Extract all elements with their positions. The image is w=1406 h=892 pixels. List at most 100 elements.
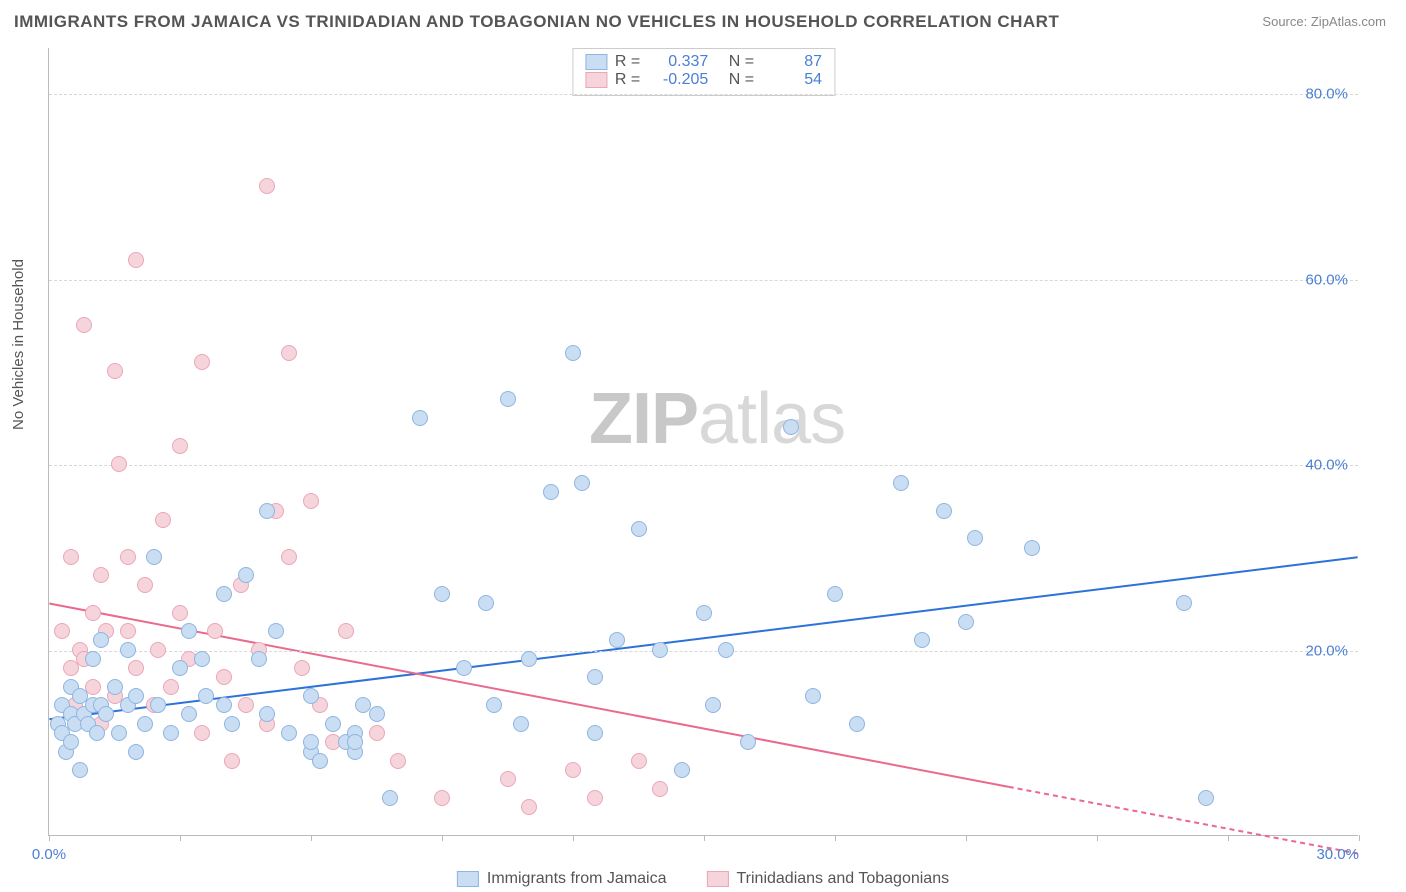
- scatter-point: [163, 679, 179, 695]
- scatter-point: [259, 178, 275, 194]
- scatter-point: [303, 688, 319, 704]
- scatter-point: [207, 623, 223, 639]
- legend-label-series1: Immigrants from Jamaica: [487, 870, 667, 888]
- scatter-point: [194, 725, 210, 741]
- scatter-point: [181, 706, 197, 722]
- scatter-point: [85, 605, 101, 621]
- scatter-point: [98, 706, 114, 722]
- scatter-point: [958, 614, 974, 630]
- scatter-point: [72, 762, 88, 778]
- scatter-point: [456, 660, 472, 676]
- n-label: N =: [729, 53, 754, 71]
- source-value: ZipAtlas.com: [1311, 14, 1386, 29]
- x-tick: [311, 835, 312, 841]
- scatter-point: [390, 753, 406, 769]
- scatter-point: [674, 762, 690, 778]
- x-tick-label: 0.0%: [32, 846, 66, 863]
- scatter-point: [137, 716, 153, 732]
- scatter-point: [827, 586, 843, 602]
- legend-item-series1: Immigrants from Jamaica: [457, 870, 667, 888]
- scatter-point: [500, 391, 516, 407]
- scatter-point: [238, 567, 254, 583]
- scatter-point: [914, 632, 930, 648]
- scatter-point: [198, 688, 214, 704]
- stats-row-series2: R = -0.205 N = 54: [585, 71, 822, 89]
- legend-label-series2: Trinidadians and Tobagonians: [736, 870, 949, 888]
- n-label: N =: [729, 71, 754, 89]
- scatter-point: [216, 697, 232, 713]
- scatter-point: [1176, 595, 1192, 611]
- y-tick-label: 80.0%: [1305, 86, 1348, 103]
- scatter-point: [434, 790, 450, 806]
- scatter-point: [369, 725, 385, 741]
- legend-swatch-series1: [457, 871, 479, 887]
- swatch-series1: [585, 54, 607, 70]
- x-tick: [1228, 835, 1229, 841]
- scatter-point: [63, 734, 79, 750]
- scatter-point: [120, 549, 136, 565]
- scatter-point: [281, 549, 297, 565]
- source-label: Source:: [1262, 14, 1307, 29]
- scatter-point: [63, 549, 79, 565]
- scatter-point: [107, 679, 123, 695]
- scatter-point: [120, 623, 136, 639]
- scatter-point: [1198, 790, 1214, 806]
- scatter-point: [93, 567, 109, 583]
- source-attribution: Source: ZipAtlas.com: [1262, 14, 1386, 29]
- scatter-point: [893, 475, 909, 491]
- scatter-point: [268, 623, 284, 639]
- scatter-point: [565, 762, 581, 778]
- scatter-point: [587, 669, 603, 685]
- scatter-point: [163, 725, 179, 741]
- scatter-point: [216, 669, 232, 685]
- scatter-point: [146, 549, 162, 565]
- scatter-point: [382, 790, 398, 806]
- scatter-point: [1024, 540, 1040, 556]
- scatter-plot: ZIPatlas R = 0.337 N = 87 R = -0.205 N =…: [48, 48, 1358, 836]
- scatter-point: [107, 363, 123, 379]
- r-value-series1: 0.337: [648, 53, 708, 71]
- watermark: ZIPatlas: [589, 378, 845, 460]
- scatter-point: [120, 642, 136, 658]
- scatter-point: [128, 252, 144, 268]
- x-tick: [180, 835, 181, 841]
- scatter-point: [369, 706, 385, 722]
- x-tick: [1359, 835, 1360, 841]
- scatter-point: [325, 716, 341, 732]
- scatter-point: [652, 642, 668, 658]
- scatter-point: [303, 734, 319, 750]
- scatter-point: [347, 734, 363, 750]
- scatter-point: [259, 706, 275, 722]
- scatter-point: [150, 642, 166, 658]
- legend: Immigrants from Jamaica Trinidadians and…: [457, 870, 949, 888]
- correlation-stats-box: R = 0.337 N = 87 R = -0.205 N = 54: [572, 48, 835, 96]
- gridline: [49, 280, 1358, 281]
- scatter-point: [967, 530, 983, 546]
- scatter-point: [631, 753, 647, 769]
- scatter-point: [805, 688, 821, 704]
- scatter-point: [238, 697, 254, 713]
- scatter-point: [54, 623, 70, 639]
- scatter-point: [303, 493, 319, 509]
- x-tick: [1097, 835, 1098, 841]
- legend-swatch-series2: [706, 871, 728, 887]
- gridline: [49, 651, 1358, 652]
- scatter-point: [281, 725, 297, 741]
- watermark-zip: ZIP: [589, 379, 698, 459]
- n-value-series1: 87: [762, 53, 822, 71]
- scatter-point: [128, 688, 144, 704]
- swatch-series2: [585, 72, 607, 88]
- scatter-point: [281, 345, 297, 361]
- scatter-point: [259, 503, 275, 519]
- scatter-point: [137, 577, 153, 593]
- scatter-point: [155, 512, 171, 528]
- scatter-point: [172, 605, 188, 621]
- scatter-point: [128, 660, 144, 676]
- scatter-point: [172, 438, 188, 454]
- scatter-point: [194, 354, 210, 370]
- trend-lines: [49, 48, 1358, 835]
- scatter-point: [936, 503, 952, 519]
- scatter-point: [194, 651, 210, 667]
- scatter-point: [216, 586, 232, 602]
- r-label: R =: [615, 71, 640, 89]
